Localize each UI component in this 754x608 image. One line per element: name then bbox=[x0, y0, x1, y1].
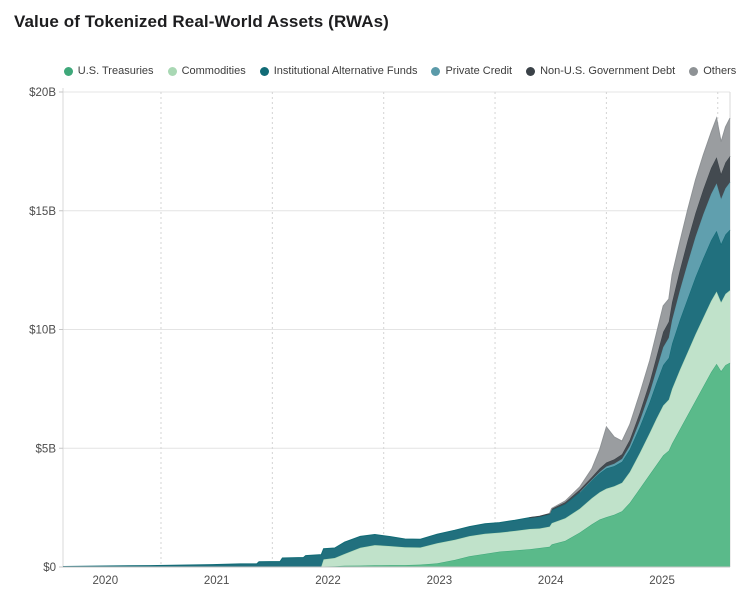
legend-item-others[interactable]: Others bbox=[689, 65, 736, 77]
legend-swatch-institutional-alternative-funds bbox=[259, 66, 269, 76]
legend-swatch-commodities bbox=[167, 66, 177, 76]
area-edge-others bbox=[549, 116, 731, 514]
legend-item-private-credit[interactable]: Private Credit bbox=[431, 65, 512, 77]
legend-item-label: Others bbox=[703, 65, 737, 77]
legend-item-label: Private Credit bbox=[445, 65, 513, 77]
legend-item-non-u-s-government-debt[interactable]: Non-U.S. Government Debt bbox=[526, 65, 675, 77]
legend-swatch-others bbox=[689, 66, 699, 76]
legend-item-institutional-alternative-funds[interactable]: Institutional Alternative Funds bbox=[259, 65, 418, 77]
legend-item-u-s-treasuries[interactable]: U.S. Treasuries bbox=[63, 65, 154, 77]
legend-swatch-non-u-s-government-debt bbox=[526, 66, 536, 76]
y-tick-label: $20B bbox=[29, 87, 56, 99]
x-tick-label: 2025 bbox=[649, 575, 675, 587]
legend-item-label: Commodities bbox=[181, 65, 246, 77]
area-u-s-treasuries bbox=[63, 362, 730, 567]
legend-item-label: Institutional Alternative Funds bbox=[273, 65, 418, 77]
y-tick-label: $0 bbox=[43, 562, 56, 574]
x-tick-label: 2021 bbox=[204, 575, 230, 587]
y-tick-label: $15B bbox=[29, 206, 56, 218]
chart-title: Value of Tokenized Real-World Assets (RW… bbox=[14, 12, 389, 31]
x-tick-label: 2020 bbox=[93, 575, 119, 587]
x-tick-label: 2023 bbox=[427, 575, 453, 587]
x-tick-label: 2022 bbox=[315, 575, 341, 587]
y-tick-label: $5B bbox=[36, 443, 57, 455]
chart-legend: U.S. Treasuries Commodities Institutional … bbox=[0, 65, 754, 77]
y-tick-label: $10B bbox=[29, 325, 56, 337]
x-tick-label: 2024 bbox=[538, 575, 564, 587]
legend-item-label: Non-U.S. Government Debt bbox=[540, 65, 676, 77]
legend-item-label: U.S. Treasuries bbox=[77, 65, 154, 77]
legend-swatch-u-s-treasuries bbox=[63, 66, 73, 76]
legend-item-commodities[interactable]: Commodities bbox=[167, 65, 246, 77]
legend-swatch-private-credit bbox=[431, 66, 441, 76]
